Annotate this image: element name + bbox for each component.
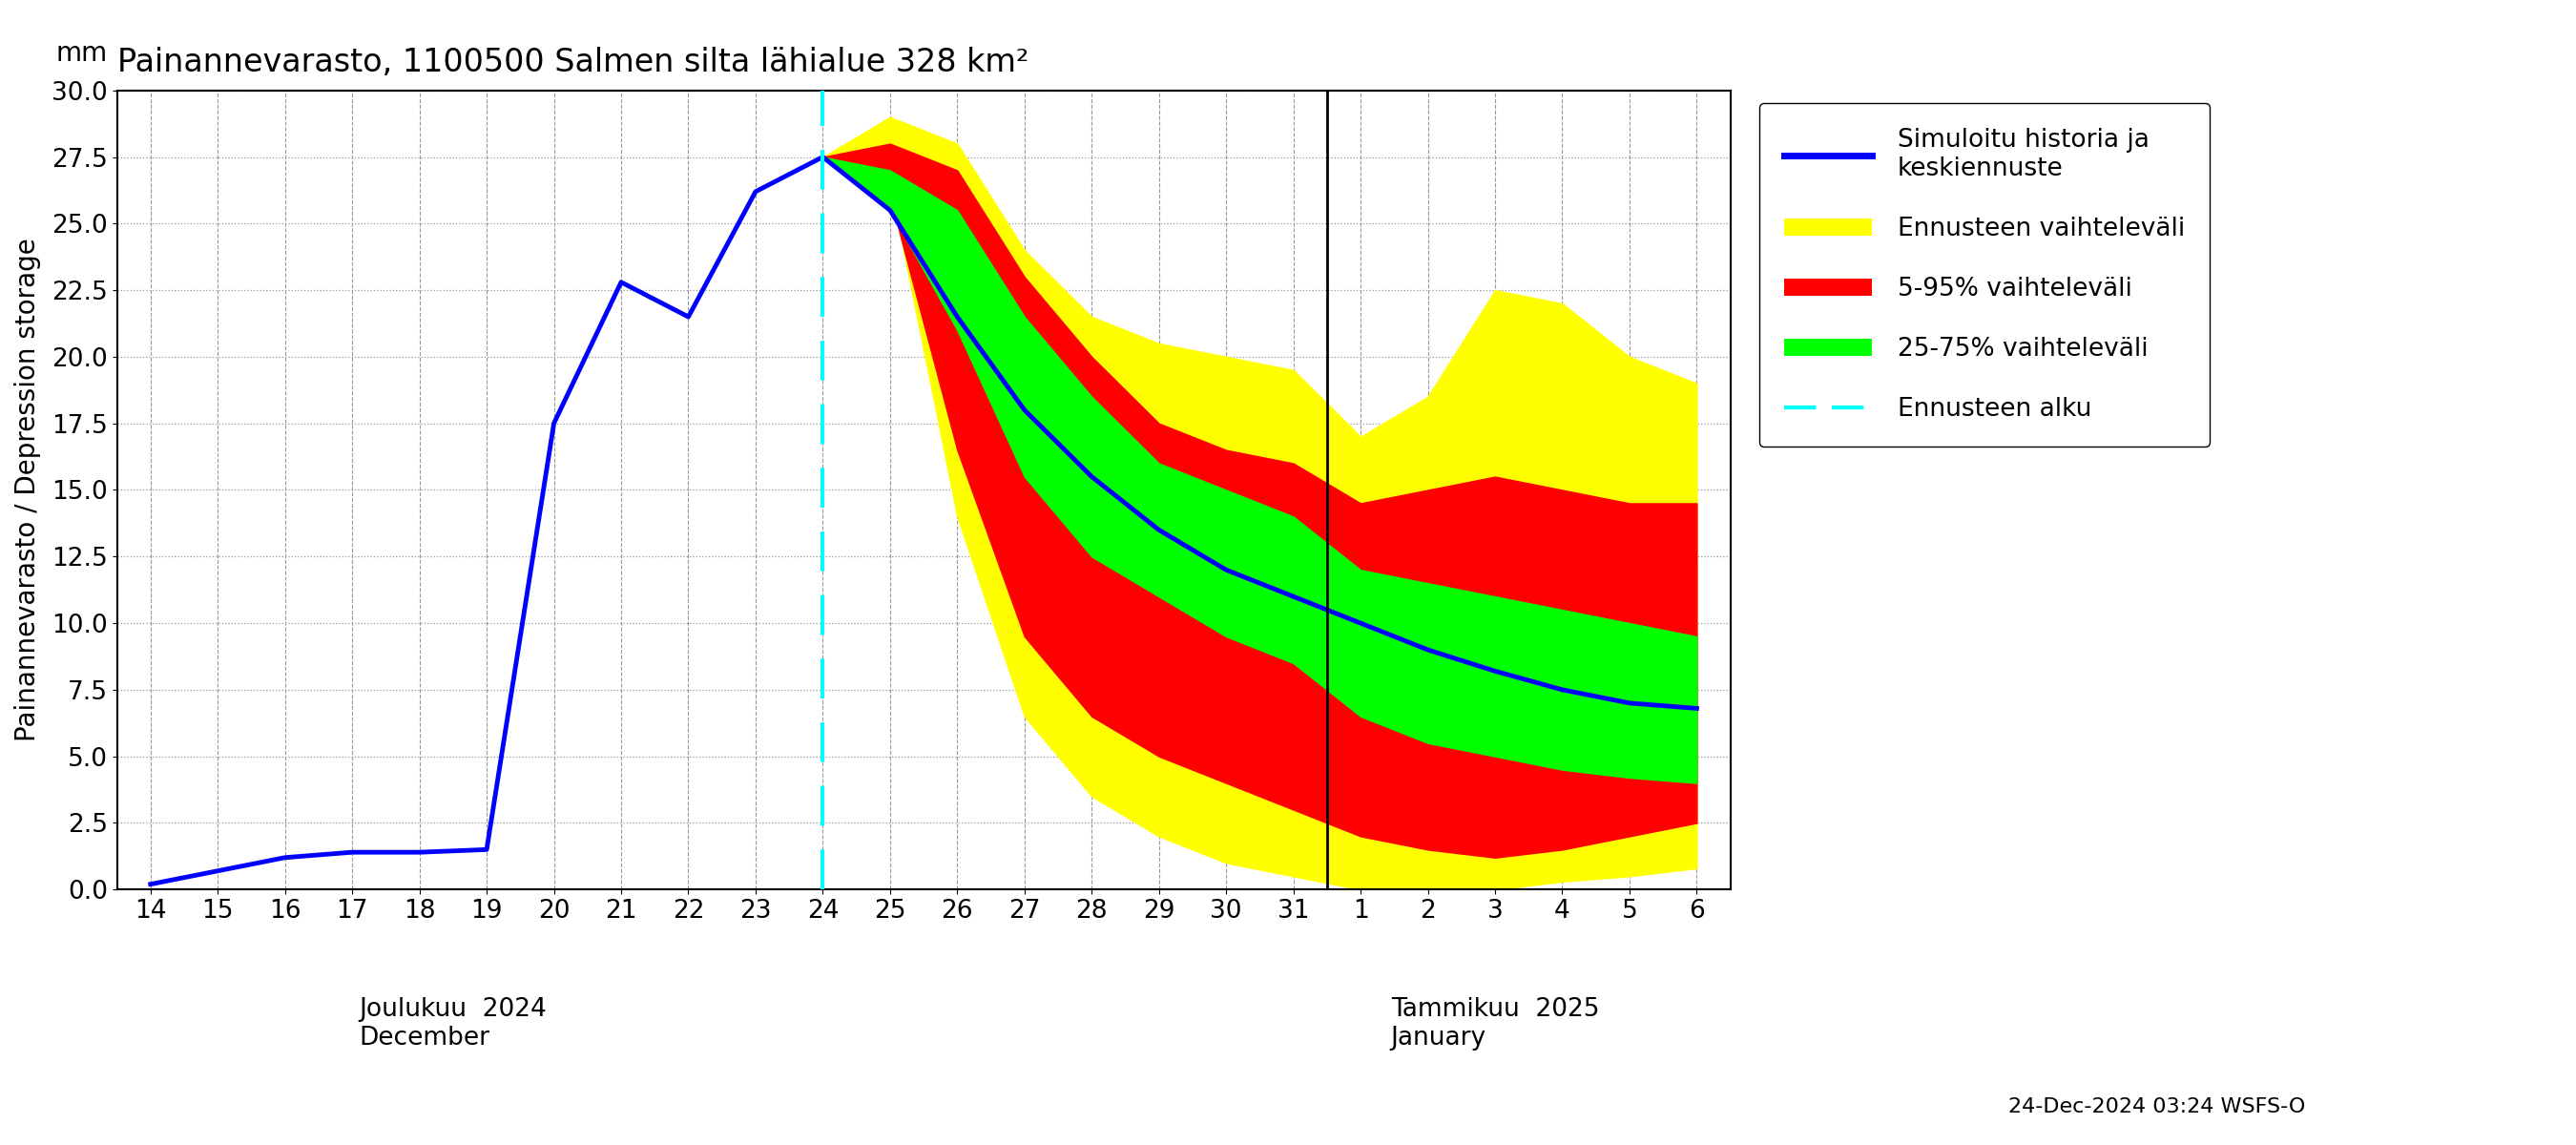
Text: 24-Dec-2024 03:24 WSFS-O: 24-Dec-2024 03:24 WSFS-O [2009,1097,2306,1116]
Text: Painannevarasto, 1100500 Salmen silta lähialue 328 km²: Painannevarasto, 1100500 Salmen silta lä… [116,47,1028,79]
Text: Joulukuu  2024
December: Joulukuu 2024 December [358,997,546,1051]
Text: mm: mm [57,40,108,66]
Text: Tammikuu  2025
January: Tammikuu 2025 January [1391,997,1600,1051]
Y-axis label: Painannevarasto / Depression storage: Painannevarasto / Depression storage [15,238,41,742]
Legend: Simuloitu historia ja
keskiennuste, Ennusteen vaihteleväli, 5-95% vaihteleväli, : Simuloitu historia ja keskiennuste, Ennu… [1759,103,2210,447]
